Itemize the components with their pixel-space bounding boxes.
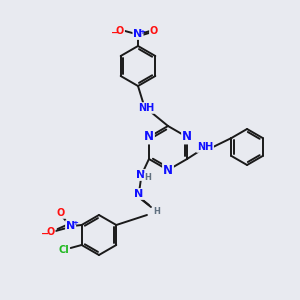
Text: N: N bbox=[144, 130, 154, 143]
Text: NH: NH bbox=[197, 142, 213, 152]
Text: H: H bbox=[154, 208, 160, 217]
Text: N: N bbox=[134, 189, 144, 199]
Text: +: + bbox=[73, 220, 79, 226]
Text: +: + bbox=[139, 29, 145, 35]
Text: N: N bbox=[182, 130, 192, 143]
Text: −: − bbox=[111, 28, 119, 38]
Text: O: O bbox=[46, 227, 55, 237]
Text: N: N bbox=[66, 221, 75, 231]
Text: H: H bbox=[145, 173, 152, 182]
Text: NH: NH bbox=[138, 103, 154, 113]
Text: O: O bbox=[116, 26, 124, 36]
Text: N: N bbox=[136, 170, 146, 180]
Text: O: O bbox=[150, 26, 158, 36]
Text: O: O bbox=[56, 208, 65, 218]
Text: Cl: Cl bbox=[58, 245, 69, 255]
Text: −: − bbox=[40, 229, 49, 239]
Text: N: N bbox=[134, 29, 142, 39]
Text: N: N bbox=[163, 164, 173, 176]
